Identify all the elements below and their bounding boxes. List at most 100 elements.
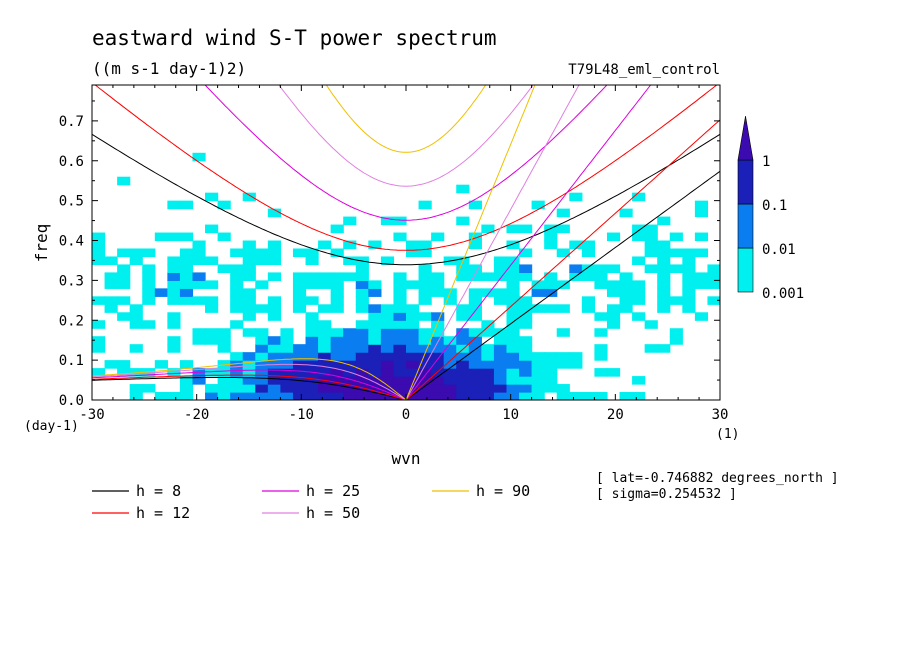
power-cell: [154, 360, 168, 369]
power-cell: [606, 304, 621, 313]
power-cell: [217, 336, 231, 345]
power-cell: [556, 248, 570, 258]
power-cell: [318, 344, 332, 353]
power-cell: [355, 280, 369, 289]
power-cell: [179, 280, 194, 289]
power-cell: [493, 392, 508, 400]
power-cell: [519, 320, 533, 329]
power-cell: [255, 368, 269, 377]
power-cell: [292, 352, 307, 361]
power-cell: [431, 336, 445, 345]
power-cell: [418, 344, 432, 353]
power-cell: [544, 272, 558, 281]
power-cell: [506, 296, 520, 305]
power-cell: [468, 384, 482, 393]
power-cell: [657, 280, 671, 289]
power-cell: [418, 296, 432, 305]
power-cell: [519, 384, 533, 393]
rossby-curve: [92, 369, 407, 400]
annotation-lat: [ lat=-0.746882 degrees_north ]: [596, 471, 839, 486]
power-cell: [205, 256, 219, 266]
power-cell: [594, 368, 608, 377]
power-cell: [406, 368, 420, 377]
power-cell: [242, 360, 256, 369]
power-cell: [318, 384, 332, 393]
power-cell: [694, 232, 709, 242]
power-cell: [669, 248, 683, 258]
power-cell: [380, 352, 395, 361]
power-cell: [406, 336, 420, 345]
power-cell: [481, 368, 495, 377]
power-cell: [431, 312, 445, 321]
power-cell: [431, 352, 445, 361]
power-cell: [506, 264, 520, 274]
power-cell: [255, 376, 269, 385]
power-cell: [506, 224, 520, 234]
power-cell: [531, 360, 545, 369]
power-cell: [506, 344, 520, 353]
power-cell: [481, 320, 495, 329]
colorbar: 0.001 0.01 0.1 1: [737, 115, 804, 302]
power-cell: [330, 296, 344, 305]
kelvin-curve: [405, 85, 536, 400]
power-cell: [355, 392, 369, 400]
x-axis-label: wvn: [392, 449, 421, 468]
power-cell: [519, 272, 533, 281]
power-cell: [393, 376, 407, 385]
power-cell: [393, 368, 407, 377]
power-cell: [481, 384, 495, 393]
power-cell: [443, 376, 457, 385]
power-cell: [406, 392, 420, 400]
power-cell: [305, 256, 319, 266]
power-cell: [318, 320, 332, 329]
power-cell: [644, 344, 658, 353]
power-cell: [544, 360, 558, 369]
power-cell: [406, 280, 420, 289]
power-cell: [493, 264, 508, 274]
power-cell: [632, 232, 646, 242]
power-cell: [531, 376, 545, 385]
power-cell: [179, 384, 194, 393]
power-cell: [644, 248, 658, 258]
power-cell: [92, 256, 106, 266]
power-cell: [305, 376, 319, 385]
power-cell: [644, 232, 658, 242]
legend-label: h = 12: [136, 504, 190, 522]
power-cell: [368, 392, 382, 400]
y-tick-label: 0.7: [59, 114, 84, 130]
power-cell: [506, 320, 520, 329]
inertia-gravity-curve: [94, 85, 718, 251]
power-cell: [606, 320, 621, 329]
power-cell: [368, 280, 382, 289]
power-cell: [431, 272, 445, 281]
power-cell: [129, 248, 143, 258]
power-cell: [192, 272, 206, 281]
power-cell: [230, 296, 244, 305]
power-cell: [343, 376, 357, 385]
power-cell: [418, 264, 432, 274]
power-cell: [418, 368, 432, 377]
power-cell: [292, 288, 307, 297]
x-tick-label: 30: [712, 407, 729, 423]
power-cell: [368, 360, 382, 369]
power-cell: [330, 328, 344, 337]
power-cell: [117, 264, 131, 274]
power-cell: [493, 296, 508, 305]
power-cell: [456, 360, 470, 369]
power-cell: [167, 280, 181, 289]
power-cell: [556, 392, 570, 400]
power-cell: [192, 248, 206, 258]
colorbar-segment: [737, 203, 754, 249]
power-cell: [280, 336, 294, 345]
power-cell: [657, 248, 671, 258]
power-cell: [468, 352, 482, 361]
power-cell: [192, 328, 206, 337]
power-cell: [267, 384, 281, 393]
power-cell: [493, 352, 508, 361]
power-cell: [92, 368, 106, 377]
power-cell: [230, 352, 244, 361]
power-cell: [406, 352, 420, 361]
power-cell: [217, 344, 231, 353]
power-cell: [468, 376, 482, 385]
